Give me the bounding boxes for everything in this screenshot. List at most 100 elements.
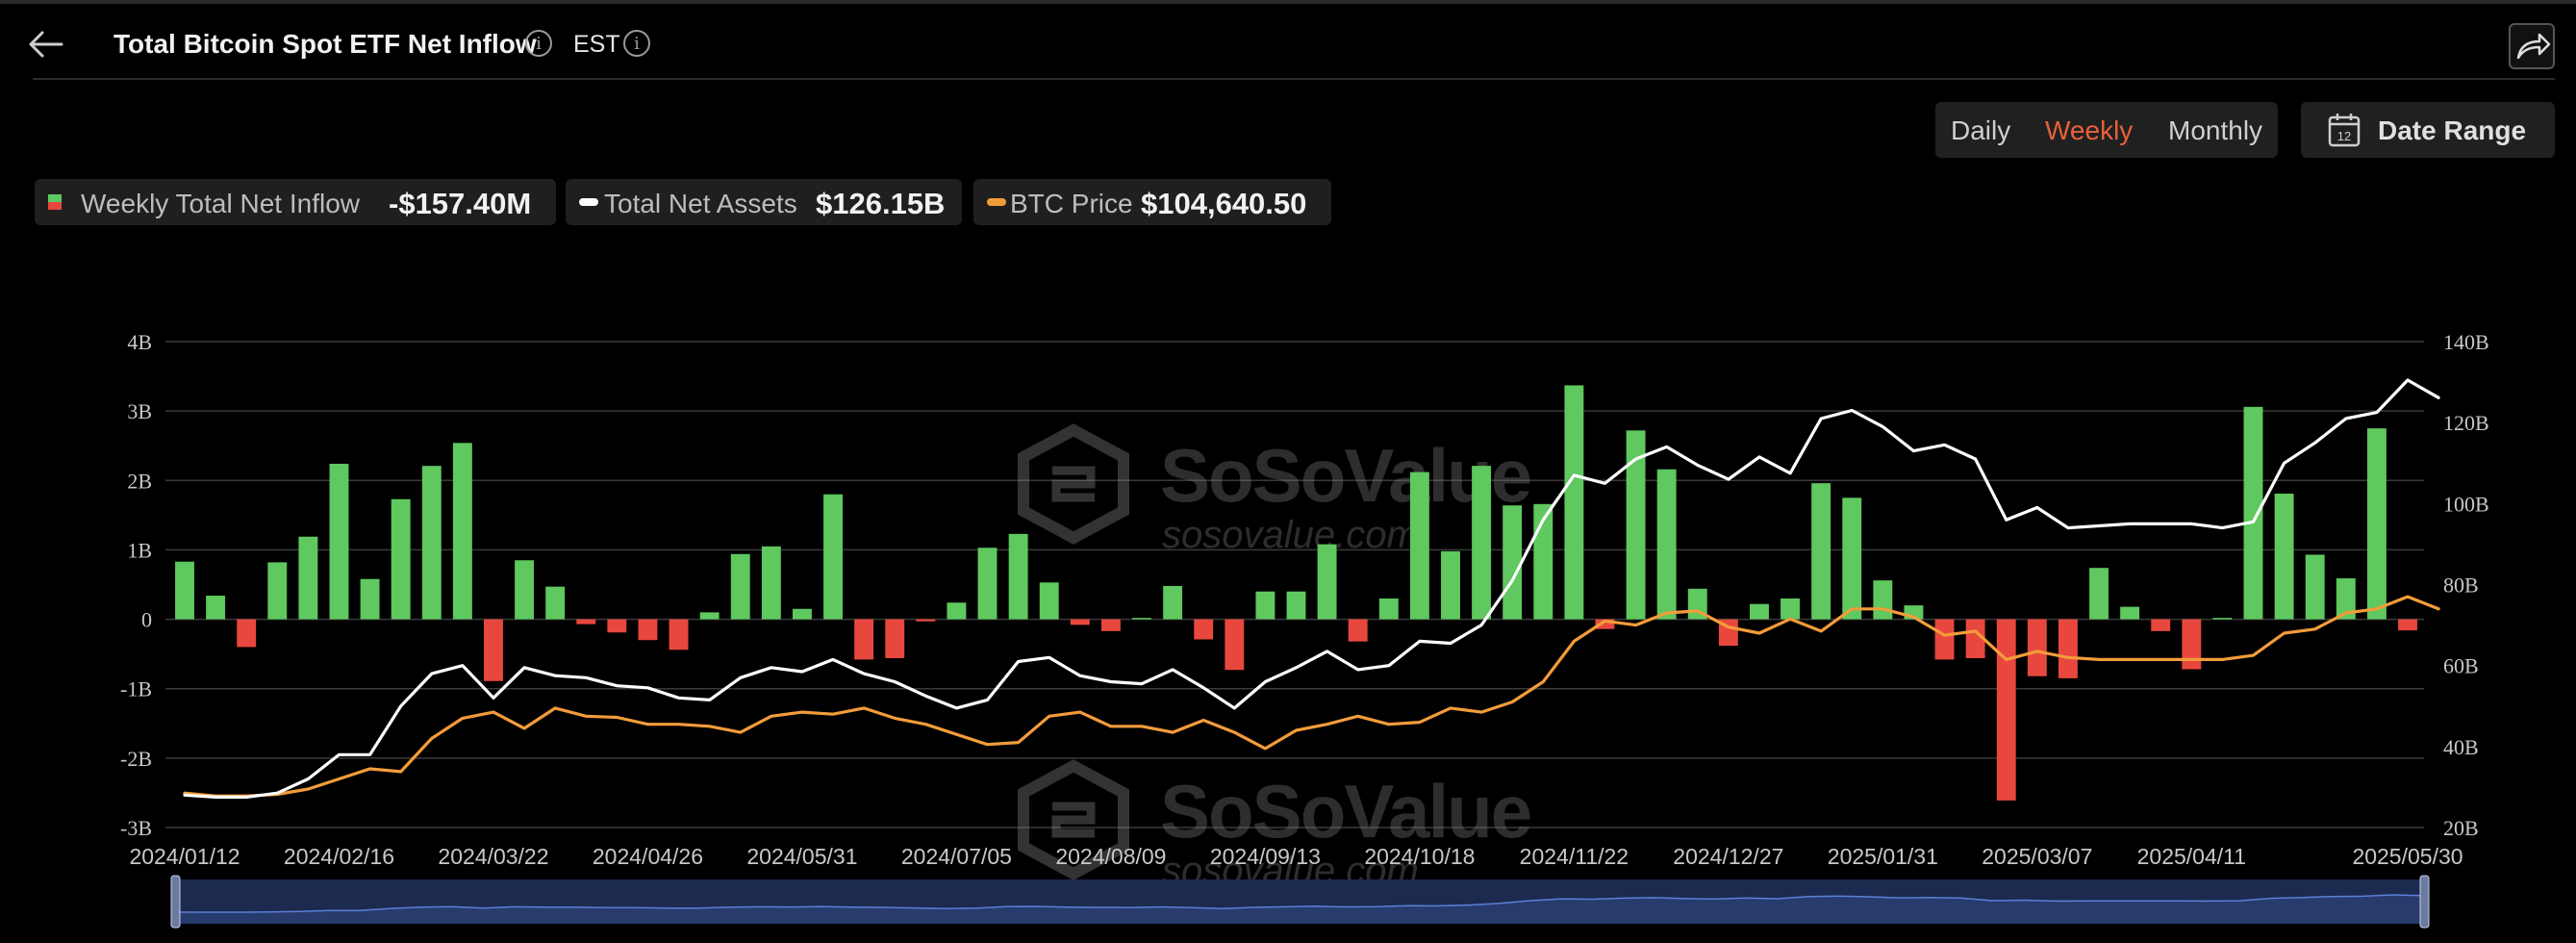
inflow-bar	[2243, 406, 2263, 620]
y-left-tick-label: 1B	[127, 538, 152, 562]
legend-label: Weekly Total Net Inflow	[81, 189, 360, 218]
x-tick-label: 2024/03/22	[438, 844, 548, 869]
period-daily-button[interactable]: Daily	[1951, 115, 2011, 145]
back-arrow-icon[interactable]	[25, 25, 67, 64]
watermark-brand: SoSoValue	[1160, 433, 1530, 518]
date-range-button[interactable]: 12 Date Range	[2301, 102, 2555, 158]
inflow-bar	[1039, 582, 1059, 620]
legend-bar-swatch	[48, 194, 62, 210]
btc-price-line	[183, 595, 2440, 798]
legend-value: $126.15B	[816, 187, 946, 220]
timezone-info-icon[interactable]: i	[623, 30, 650, 57]
inflow-bar	[1595, 619, 1615, 629]
inflow-bar	[1409, 472, 1429, 620]
inflow-bar	[2212, 618, 2233, 620]
grid-layer	[165, 341, 2424, 828]
inflow-bar	[1317, 544, 1337, 620]
watermark-logo-mark	[1051, 802, 1096, 838]
y-left-tick-label: 4B	[127, 330, 152, 354]
x-tick-label: 2024/10/18	[1364, 844, 1475, 869]
inflow-bar	[2336, 578, 2356, 620]
inflow-bar	[1378, 598, 1399, 620]
legend-weekly-net-inflow[interactable]: Weekly Total Net Inflow -$157.40M	[35, 179, 556, 225]
inflow-bar	[1008, 533, 1028, 620]
legend-label: BTC Price	[1010, 189, 1133, 218]
slider-handle-right[interactable]	[2419, 875, 2430, 929]
total-net-assets-line	[183, 378, 2440, 800]
timezone-label: EST	[573, 31, 620, 58]
inflow-bar	[2027, 619, 2047, 676]
period-selector: Daily Weekly Monthly	[1935, 102, 2278, 158]
inflow-bar	[329, 463, 349, 620]
inflow-bars	[175, 385, 2417, 801]
inflow-bar	[2305, 554, 2325, 620]
legend-value: $104,640.50	[1141, 187, 1307, 220]
inflow-bar	[421, 466, 442, 620]
inflow-bar	[1441, 550, 1460, 620]
inflow-bar	[2182, 619, 2202, 670]
y-left-tick-label: -2B	[120, 747, 152, 771]
inflow-bar	[545, 586, 566, 620]
inflow-bar	[638, 619, 658, 641]
slider-handle-left[interactable]	[170, 875, 181, 929]
page-title: Total Bitcoin Spot ETF Net Inflow	[114, 29, 537, 59]
y-right-tick-label: 100B	[2443, 492, 2489, 516]
inflow-bar	[1750, 603, 1769, 620]
x-tick-label: 2025/04/11	[2137, 844, 2246, 869]
line-series	[183, 378, 2440, 800]
inflow-bar	[1348, 619, 1368, 642]
x-tick-label: 2024/02/16	[284, 844, 394, 869]
inflow-bar	[1286, 591, 1306, 620]
watermark-url: sosovalue.com	[1162, 514, 1419, 556]
top-border	[0, 0, 2576, 4]
legend-label: Total Net Assets	[604, 189, 797, 218]
inflow-bar	[607, 619, 627, 633]
inflow-bar	[515, 560, 535, 620]
period-weekly-button[interactable]: Weekly	[2045, 115, 2134, 145]
date-range-label: Date Range	[2378, 115, 2527, 145]
period-monthly-button[interactable]: Monthly	[2168, 115, 2263, 145]
inflow-bar	[484, 619, 503, 681]
slider-minimap-line	[174, 894, 2425, 913]
inflow-bar	[1100, 619, 1121, 631]
y-right-tick-label: 120B	[2443, 411, 2489, 435]
y-left-tick-label: 2B	[127, 469, 152, 493]
inflow-bar	[854, 619, 874, 660]
x-tick-label: 2024/05/31	[746, 844, 857, 869]
x-tick-label: 2025/05/30	[2352, 844, 2462, 869]
legend-btc-price[interactable]: BTC Price $104,640.50	[973, 179, 1331, 225]
inflow-bar	[360, 578, 380, 620]
inflow-bar	[916, 619, 936, 622]
legend-line-swatch	[987, 198, 1006, 206]
inflow-bar	[1656, 469, 1677, 620]
inflow-bar	[1996, 619, 2016, 801]
inflow-bar	[1564, 385, 1584, 620]
slider-minimap-area	[175, 895, 2424, 924]
x-tick-label: 2025/01/31	[1828, 844, 1938, 869]
inflow-bar	[1132, 618, 1151, 620]
axis-labels: -3B -2B -1B 0 1B 2B 3B 4B 20B 40B 60B 80B 100B 120B 14…	[120, 330, 2489, 869]
inflow-bar	[298, 536, 318, 620]
inflow-bar	[175, 561, 194, 620]
inflow-bar	[2089, 568, 2109, 620]
y-left-tick-label: 3B	[127, 399, 152, 423]
header-divider	[33, 78, 2555, 80]
calendar-icon: 12	[2328, 114, 2361, 147]
inflow-bar	[1472, 466, 1492, 620]
title-info-icon[interactable]: i	[525, 30, 552, 57]
inflow-bar	[947, 602, 967, 620]
inflow-bar	[1163, 585, 1183, 620]
page-header: Total Bitcoin Spot ETF Net Inflow i EST …	[0, 4, 2576, 81]
inflow-bar	[2151, 619, 2171, 631]
legend-total-net-assets[interactable]: Total Net Assets $126.15B	[566, 179, 962, 225]
inflow-bar	[237, 619, 257, 648]
x-tick-label: 2024/12/27	[1673, 844, 1783, 869]
y-right-tick-label: 140B	[2443, 330, 2489, 354]
inflow-bar	[823, 494, 843, 620]
inflow-bar	[885, 619, 905, 658]
share-button[interactable]	[2509, 23, 2555, 69]
inflow-bar	[2058, 619, 2078, 678]
legend-line-swatch	[579, 198, 598, 206]
legend-value: -$157.40M	[389, 187, 532, 220]
